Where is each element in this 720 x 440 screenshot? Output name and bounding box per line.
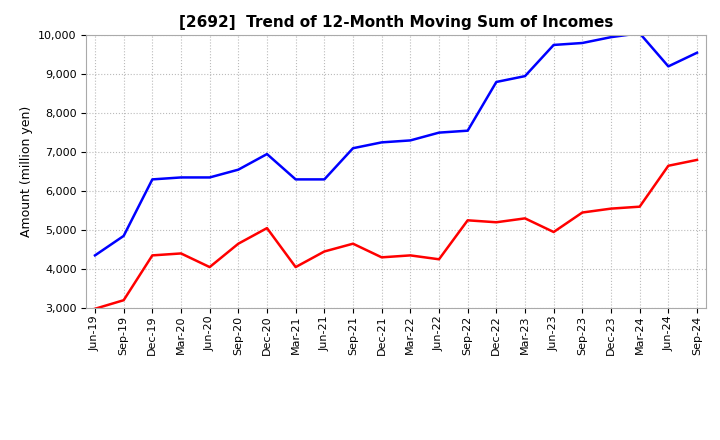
Ordinary Income [377,140,386,145]
Ordinary Income [464,128,472,133]
Line: Net Income: Net Income [95,160,697,309]
Ordinary Income [348,146,357,151]
Legend: Ordinary Income, Net Income: Ordinary Income, Net Income [243,437,549,440]
Ordinary Income [176,175,185,180]
Ordinary Income [607,34,616,40]
Ordinary Income [521,73,529,79]
Ordinary Income [693,50,701,55]
Ordinary Income [578,40,587,46]
Net Income [549,229,558,235]
Ordinary Income [263,151,271,157]
Ordinary Income [406,138,415,143]
Title: [2692]  Trend of 12-Month Moving Sum of Incomes: [2692] Trend of 12-Month Moving Sum of I… [179,15,613,30]
Net Income [377,255,386,260]
Net Income [464,218,472,223]
Net Income [91,306,99,312]
Net Income [406,253,415,258]
Net Income [292,264,300,270]
Net Income [320,249,328,254]
Ordinary Income [320,177,328,182]
Net Income [635,204,644,209]
Net Income [263,225,271,231]
Line: Ordinary Income: Ordinary Income [95,33,697,255]
Net Income [120,297,128,303]
Net Income [521,216,529,221]
Net Income [176,251,185,256]
Net Income [435,257,444,262]
Net Income [492,220,500,225]
Net Income [148,253,157,258]
Ordinary Income [292,177,300,182]
Ordinary Income [549,42,558,48]
Net Income [664,163,672,169]
Ordinary Income [91,253,99,258]
Ordinary Income [120,233,128,238]
Net Income [234,241,243,246]
Ordinary Income [635,31,644,36]
Y-axis label: Amount (million yen): Amount (million yen) [19,106,32,237]
Net Income [348,241,357,246]
Net Income [607,206,616,211]
Ordinary Income [148,177,157,182]
Ordinary Income [435,130,444,135]
Ordinary Income [205,175,214,180]
Net Income [578,210,587,215]
Ordinary Income [234,167,243,172]
Ordinary Income [492,79,500,84]
Ordinary Income [664,64,672,69]
Net Income [693,157,701,162]
Net Income [205,264,214,270]
